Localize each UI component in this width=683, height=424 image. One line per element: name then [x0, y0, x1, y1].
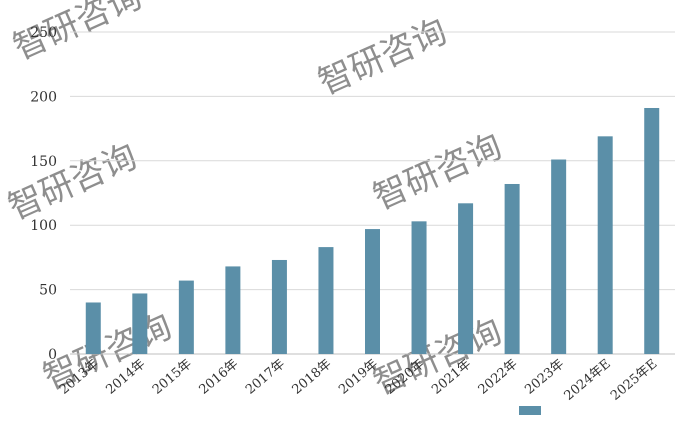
bar: [271, 259, 287, 354]
bar: [411, 221, 427, 354]
y-axis-ticks: 0 50 100 150 200 250: [30, 25, 57, 363]
x-tick-label: 2022年: [476, 357, 521, 398]
bar: [458, 203, 474, 354]
bar: [132, 293, 148, 354]
y-tick-label: 100: [30, 218, 57, 234]
watermark-text: 智研咨询: [2, 136, 143, 228]
x-tick-label: 2016年: [197, 357, 242, 398]
bar: [551, 159, 567, 354]
watermark-text: 智研咨询: [312, 11, 453, 103]
bar: [597, 136, 613, 354]
x-axis-ticks: 2013年 2014年 2015年 2016年 2017年 2018年 2019年 2020年…: [57, 357, 660, 404]
bar: [85, 302, 101, 354]
y-tick-label: 150: [30, 154, 57, 170]
bar: [178, 280, 194, 354]
x-tick-label: 2018年: [290, 357, 335, 398]
x-tick-label: 2017年: [243, 357, 288, 398]
bar: [644, 107, 660, 354]
bar: [504, 183, 520, 354]
bar: [365, 229, 380, 354]
y-tick-label: 250: [30, 25, 57, 41]
x-tick-label: 2015年: [150, 357, 195, 398]
x-tick-label: 2025年E: [608, 357, 660, 404]
watermark-text: 智研咨询: [367, 126, 508, 218]
y-tick-label: 50: [39, 283, 57, 299]
bar: [318, 247, 334, 354]
legend-swatch: [519, 406, 541, 415]
watermark-text: 智研咨询: [7, 0, 148, 68]
x-tick-label: 2024年E: [562, 357, 614, 404]
bar: [225, 266, 241, 354]
y-tick-label: 200: [30, 89, 57, 105]
x-tick-label: 2023年: [522, 357, 567, 398]
bars: [85, 107, 660, 354]
y-tick-label: 0: [48, 347, 57, 363]
